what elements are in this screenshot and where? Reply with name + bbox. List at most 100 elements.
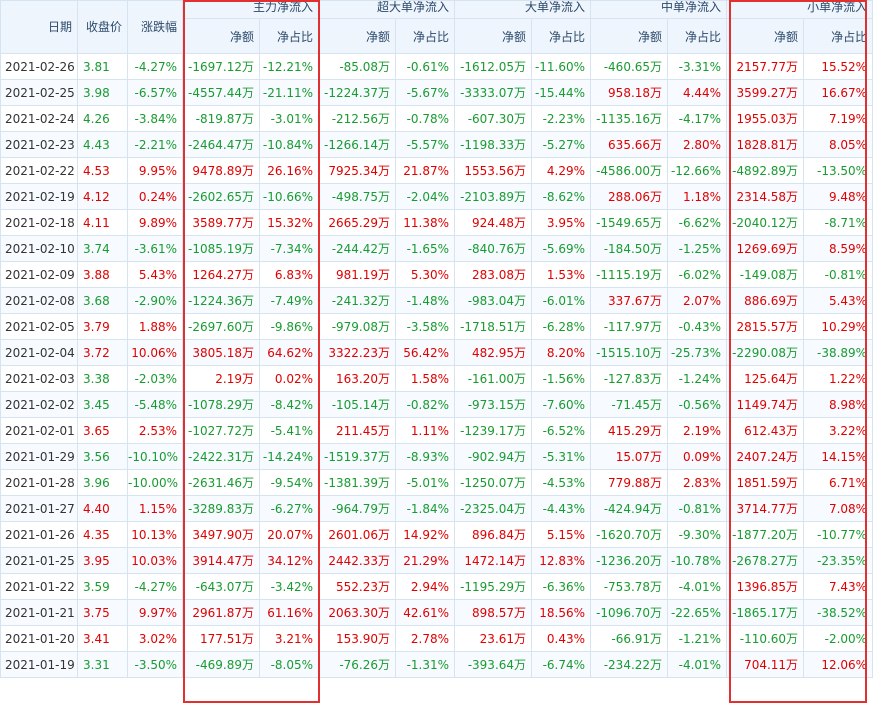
cell-date[interactable]: 2021-02-08 — [0, 287, 78, 314]
cell-change-pct: 5.43% — [127, 261, 183, 288]
cell-date[interactable]: 2021-02-19 — [0, 183, 78, 210]
table-row: 2021-02-26 3.81 -4.27% -1697.12万 -12.21% -85.… — [0, 53, 873, 80]
cell-date[interactable]: 2021-01-22 — [0, 573, 78, 600]
cell-large-ratio: -6.01% — [531, 287, 592, 314]
cell-small-ratio: 7.43% — [803, 573, 873, 600]
table-row: 2021-01-19 3.31 -3.50% -469.89万 -8.05% -76.26… — [0, 651, 873, 678]
cell-date[interactable]: 2021-02-26 — [0, 53, 78, 80]
cell-small-amount: 3714.77万 — [726, 495, 805, 522]
cell-close-price: 3.56 — [77, 443, 128, 470]
cell-main-ratio: -12.21% — [258, 53, 320, 80]
cell-xl-ratio: -8.93% — [395, 443, 456, 470]
cell-change-pct: 10.06% — [127, 339, 183, 366]
cell-main-amount: 2961.87万 — [182, 599, 260, 626]
table-row: 2021-02-10 3.74 -3.61% -1085.19万 -7.34% -244.… — [0, 235, 873, 262]
cell-xl-ratio: -5.67% — [395, 79, 456, 106]
cell-large-ratio: -6.36% — [531, 573, 592, 600]
cell-date[interactable]: 2021-02-25 — [0, 79, 78, 106]
header-xl-ratio[interactable]: 净占比 — [395, 18, 456, 54]
cell-xl-amount: 2601.06万 — [318, 521, 397, 548]
cell-xl-ratio: -0.61% — [395, 53, 456, 80]
header-main-amount[interactable]: 净额 — [182, 18, 260, 54]
cell-small-amount: 704.11万 — [726, 651, 805, 678]
header-price[interactable]: 收盘价 — [77, 0, 128, 54]
header-large-ratio[interactable]: 净占比 — [531, 18, 592, 54]
cell-xl-ratio: -0.78% — [395, 105, 456, 132]
cell-xl-amount: 552.23万 — [318, 573, 397, 600]
cell-change-pct: 10.03% — [127, 547, 183, 574]
cell-xl-ratio: 1.11% — [395, 417, 456, 444]
header-small-amount[interactable]: 净额 — [726, 18, 805, 54]
cell-date[interactable]: 2021-01-29 — [0, 443, 78, 470]
cell-date[interactable]: 2021-01-20 — [0, 625, 78, 652]
cell-date[interactable]: 2021-01-19 — [0, 651, 78, 678]
cell-large-amount: -2103.89万 — [454, 183, 533, 210]
cell-date[interactable]: 2021-01-25 — [0, 547, 78, 574]
cell-large-amount: 482.95万 — [454, 339, 533, 366]
cell-xl-ratio: -5.01% — [395, 469, 456, 496]
cell-xl-ratio: 56.42% — [395, 339, 456, 366]
cell-xl-amount: -85.08万 — [318, 53, 397, 80]
cell-date[interactable]: 2021-02-03 — [0, 365, 78, 392]
cell-date[interactable]: 2021-01-27 — [0, 495, 78, 522]
cell-large-amount: 924.48万 — [454, 209, 533, 236]
cell-medium-ratio: -10.78% — [667, 547, 728, 574]
cell-date[interactable]: 2021-02-09 — [0, 261, 78, 288]
cell-date[interactable]: 2021-02-05 — [0, 313, 78, 340]
cell-main-amount: -4557.44万 — [182, 79, 260, 106]
header-main-ratio[interactable]: 净占比 — [258, 18, 320, 54]
cell-date[interactable]: 2021-01-26 — [0, 521, 78, 548]
cell-main-amount: -643.07万 — [182, 573, 260, 600]
cell-date[interactable]: 2021-02-22 — [0, 157, 78, 184]
cell-close-price: 3.72 — [77, 339, 128, 366]
cell-large-ratio: -2.23% — [531, 105, 592, 132]
table-row: 2021-02-19 4.12 0.24% -2602.65万 -10.66% -498.… — [0, 183, 873, 210]
cell-medium-amount: -753.78万 — [590, 573, 669, 600]
cell-small-amount: 2157.77万 — [726, 53, 805, 80]
header-medium-ratio[interactable]: 净占比 — [667, 18, 728, 54]
cell-main-amount: -2697.60万 — [182, 313, 260, 340]
table-row: 2021-01-20 3.41 3.02% 177.51万 3.21% 153.90万 2.… — [0, 625, 873, 652]
cell-date[interactable]: 2021-02-18 — [0, 209, 78, 236]
cell-large-amount: -1195.29万 — [454, 573, 533, 600]
cell-date[interactable]: 2021-01-21 — [0, 599, 78, 626]
header-small-ratio[interactable]: 净占比 — [803, 18, 873, 54]
cell-large-ratio: -6.52% — [531, 417, 592, 444]
cell-large-ratio: 5.15% — [531, 521, 592, 548]
header-large-inflow: 大单净流入 — [454, 0, 592, 19]
table-row: 2021-01-22 3.59 -4.27% -643.07万 -3.42% 552.23… — [0, 573, 873, 600]
cell-xl-ratio: 21.87% — [395, 157, 456, 184]
cell-small-ratio: -8.71% — [803, 209, 873, 236]
cell-date[interactable]: 2021-02-02 — [0, 391, 78, 418]
cell-close-price: 3.75 — [77, 599, 128, 626]
cell-date[interactable]: 2021-02-10 — [0, 235, 78, 262]
cell-medium-ratio: -25.73% — [667, 339, 728, 366]
fund-flow-table: 日期 收盘价 涨跌幅 主力净流入 超大单净流入 大单净流入 中单净流入 小单净流… — [0, 0, 873, 678]
cell-large-ratio: -5.69% — [531, 235, 592, 262]
cell-date[interactable]: 2021-02-04 — [0, 339, 78, 366]
cell-close-price: 4.43 — [77, 131, 128, 158]
cell-main-ratio: 0.02% — [258, 365, 320, 392]
cell-main-ratio: -10.84% — [258, 131, 320, 158]
cell-small-amount: 1828.81万 — [726, 131, 805, 158]
cell-medium-amount: 635.66万 — [590, 131, 669, 158]
cell-large-amount: -1612.05万 — [454, 53, 533, 80]
cell-date[interactable]: 2021-02-24 — [0, 105, 78, 132]
cell-xl-ratio: 2.94% — [395, 573, 456, 600]
cell-close-price: 4.11 — [77, 209, 128, 236]
cell-date[interactable]: 2021-02-23 — [0, 131, 78, 158]
cell-large-amount: -161.00万 — [454, 365, 533, 392]
header-large-amount[interactable]: 净额 — [454, 18, 533, 54]
cell-small-amount: 2407.24万 — [726, 443, 805, 470]
header-medium-amount[interactable]: 净额 — [590, 18, 669, 54]
cell-main-ratio: 64.62% — [258, 339, 320, 366]
cell-main-amount: -2631.46万 — [182, 469, 260, 496]
cell-small-ratio: -10.77% — [803, 521, 873, 548]
cell-date[interactable]: 2021-02-01 — [0, 417, 78, 444]
header-change[interactable]: 涨跌幅 — [127, 0, 183, 54]
cell-xl-amount: -244.42万 — [318, 235, 397, 262]
cell-date[interactable]: 2021-01-28 — [0, 469, 78, 496]
cell-main-amount: 177.51万 — [182, 625, 260, 652]
header-xl-amount[interactable]: 净额 — [318, 18, 397, 54]
header-date[interactable]: 日期 — [0, 0, 78, 54]
